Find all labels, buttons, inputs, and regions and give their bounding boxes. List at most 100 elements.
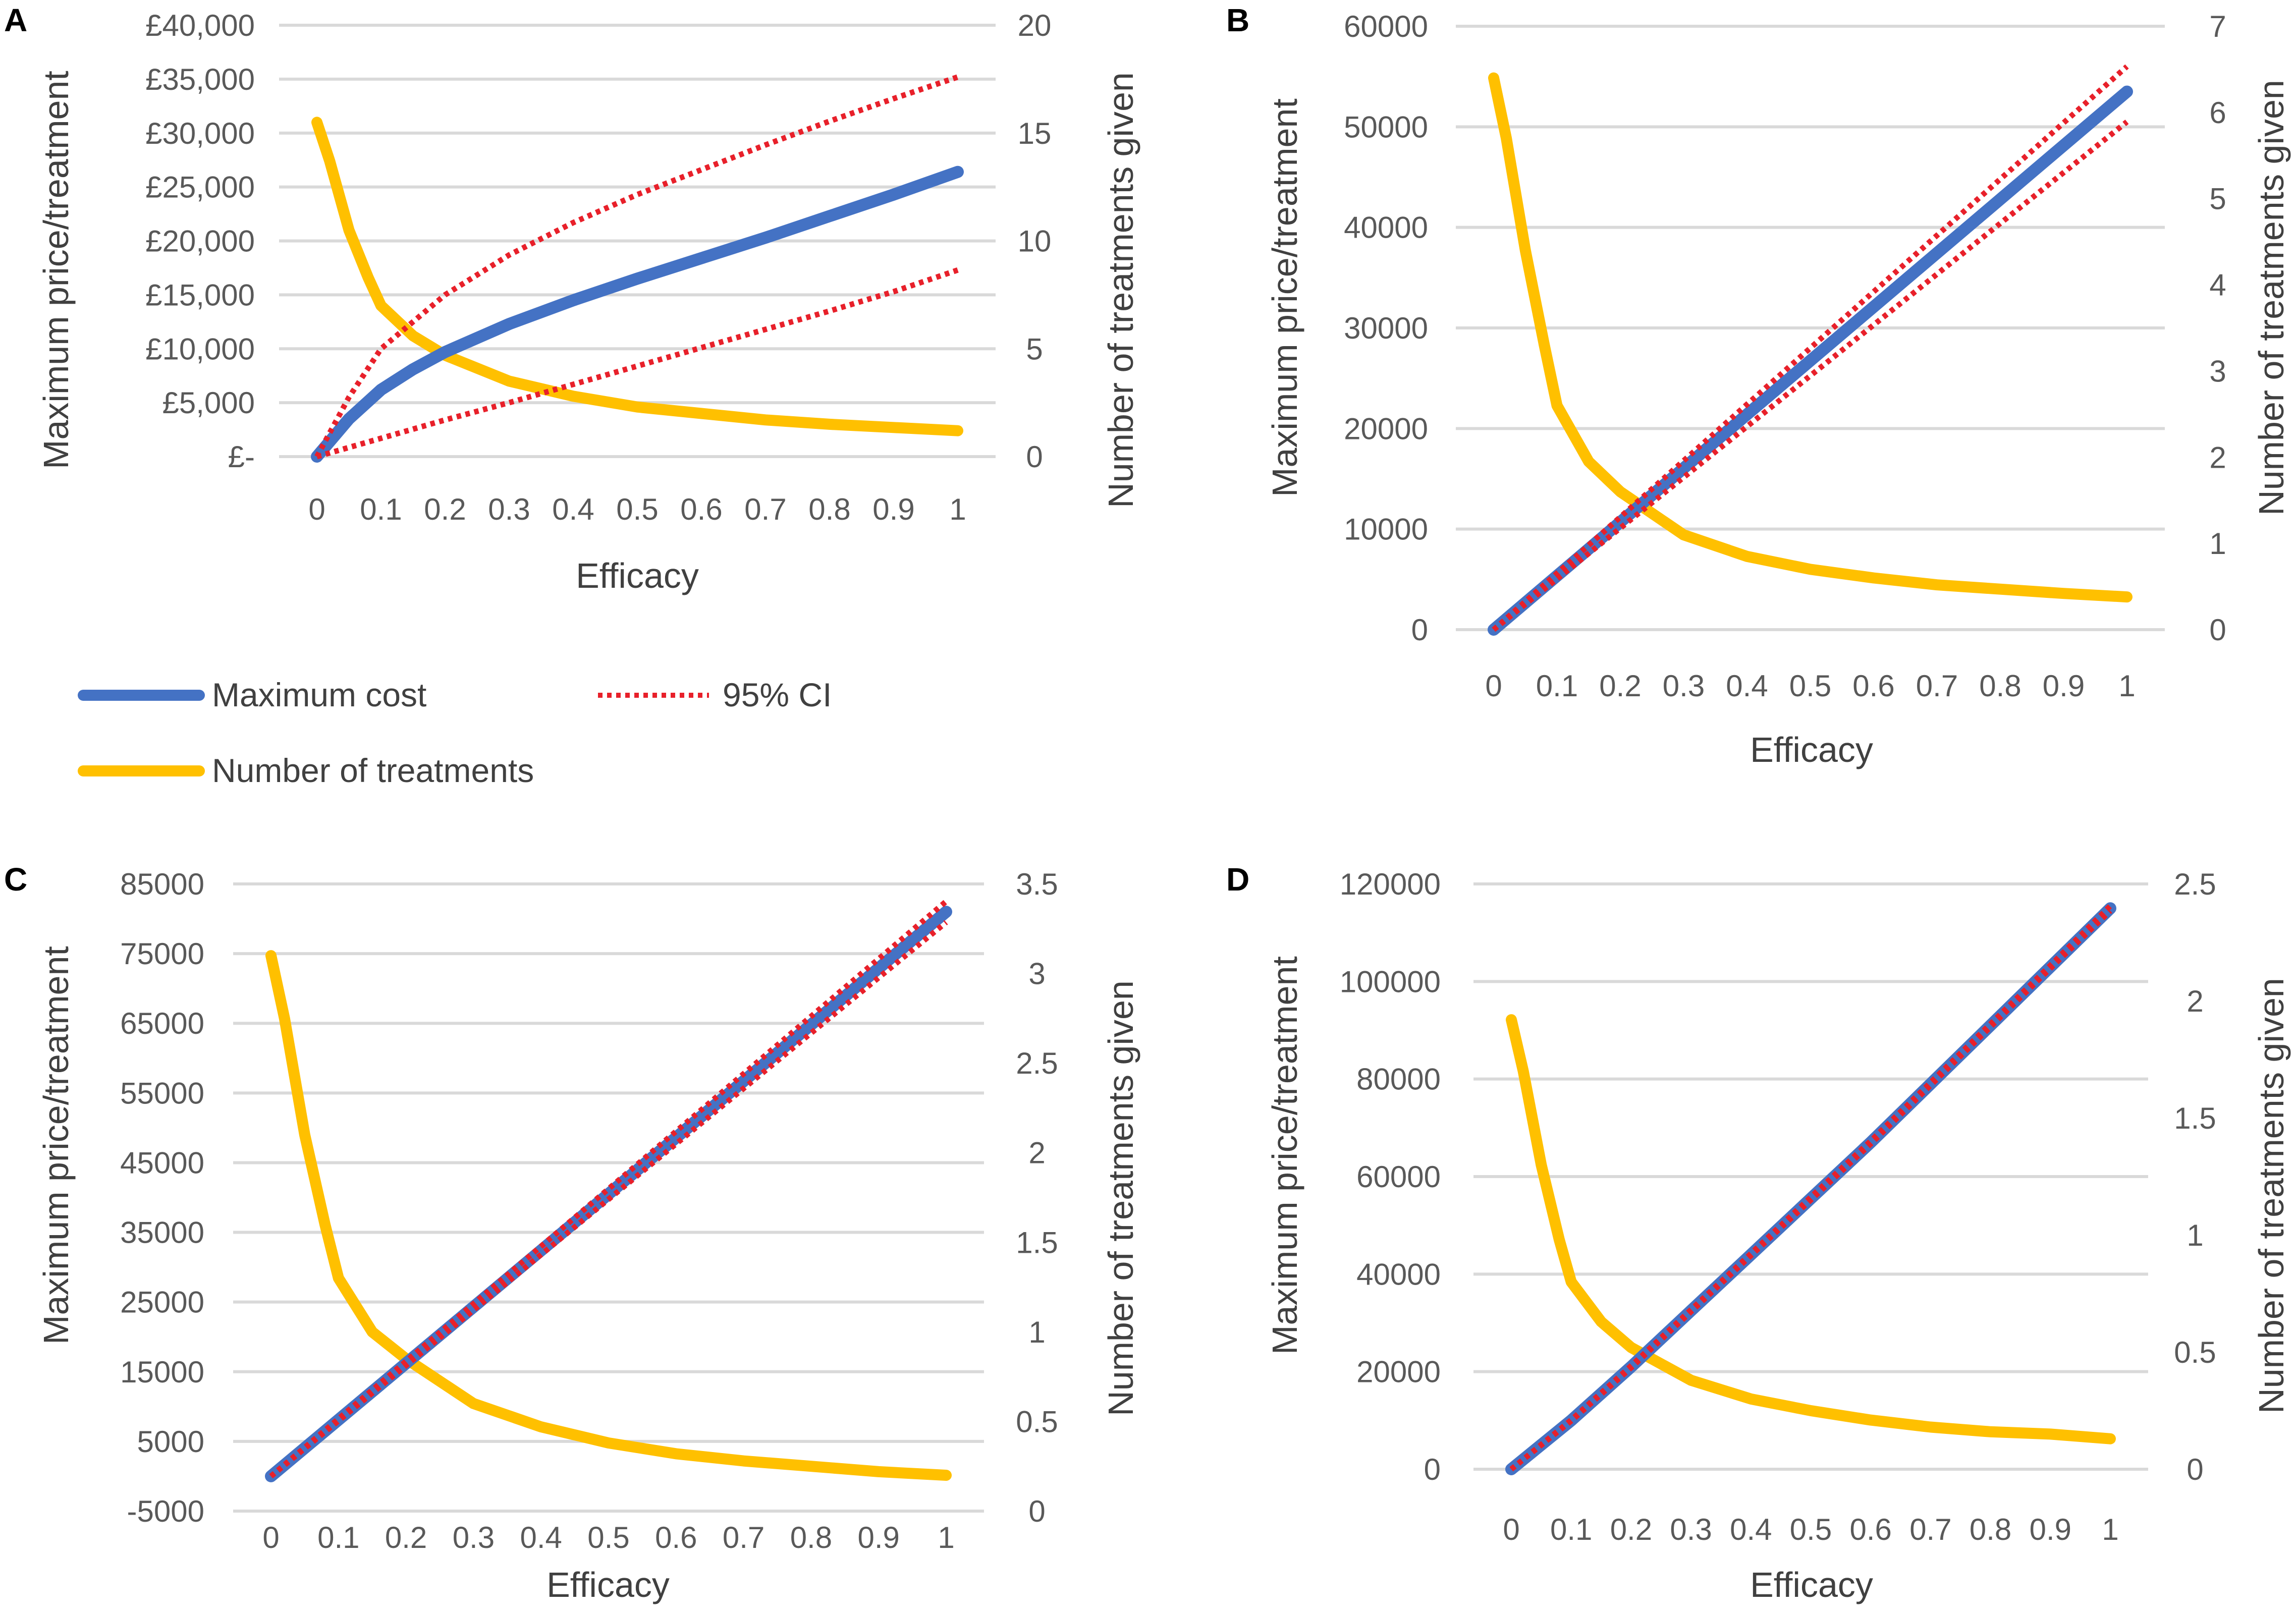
panel-a-x-tick-label: 0.5	[616, 492, 658, 526]
panel-a-series-treatments-line	[311, 117, 963, 436]
panel-d-right-tick-label: 2	[2186, 984, 2203, 1018]
panel-d-right-tick-label: 1.5	[2174, 1101, 2216, 1135]
panel-a-letter: A	[4, 2, 27, 38]
panel-a-left-tick-label: £40,000	[145, 9, 255, 42]
panel-a-left-tick-label: £30,000	[145, 117, 255, 150]
panel-d-y-axis-title: Maximum price/treatment	[1265, 956, 1304, 1355]
panel-c-letter: C	[4, 861, 27, 898]
panel-c-left-ticks: -5000 5000 15000 25000 35000 45000 55000 65000 7…	[120, 867, 204, 1528]
legend-label-ci: 95% CI	[723, 676, 832, 713]
panel-d-x-tick-label: 0.2	[1610, 1513, 1652, 1546]
panel-c-x-tick-label: 0.7	[723, 1521, 764, 1554]
panel-a-left-tick-label: £20,000	[145, 225, 255, 258]
panel-c-x-tick-label: 0.1	[317, 1521, 359, 1554]
panel-c-x-tick-label: 0.9	[857, 1521, 899, 1554]
panel-c-x-tick-label: 0.5	[587, 1521, 629, 1554]
panel-b-x-tick-label: 0.6	[1852, 669, 1894, 703]
panel-d-x-tick-label: 0.3	[1670, 1513, 1712, 1546]
panel-a-right-tick-label: 5	[1026, 332, 1043, 366]
panel-a-x-tick-label: 0.7	[744, 492, 786, 526]
panel-a-x-tick-label: 0.9	[872, 492, 914, 526]
panel-b-right-tick-label: 0	[2209, 613, 2226, 647]
panel-a-x-ticks: 0 0.1 0.2 0.3 0.4 0.5 0.6 0.7 0.8 0.9 1	[308, 492, 966, 526]
panel-b-gridlines	[1456, 25, 2165, 631]
panel-c-chart: C -5000 5000 15000 25000 35000 45000 55000 6500…	[4, 861, 1140, 1604]
panel-b-x-ticks: 0 0.1 0.2 0.3 0.4 0.5 0.6 0.7 0.8 0.9 1	[1485, 669, 2135, 703]
panel-a-x-tick-label: 0.6	[680, 492, 722, 526]
panel-c-x-axis-title: Efficacy	[546, 1565, 670, 1604]
panel-a-left-tick-label: £25,000	[145, 171, 255, 204]
panel-d-right-tick-label: 2.5	[2174, 867, 2216, 901]
panel-b-x-axis-title: Efficacy	[1750, 730, 1873, 769]
panel-d-left-tick-label: 100000	[1340, 965, 1441, 998]
panel-d-series-ci-lower-line	[1509, 909, 2112, 1472]
panel-a-x-tick-label: 0.3	[488, 492, 530, 526]
panel-d-right-tick-label: 1	[2186, 1218, 2203, 1252]
panel-c-right-tick-label: 2.5	[1016, 1046, 1058, 1080]
panel-a-left-tick-label: £10,000	[145, 332, 255, 366]
panel-d-right-tick-label: 0	[2186, 1453, 2203, 1486]
panel-c-right-tick-label: 0	[1028, 1494, 1045, 1528]
panel-b-left-tick-label: 60000	[1344, 10, 1428, 43]
panel-d-right-tick-label: 0.5	[2174, 1336, 2216, 1369]
panel-b-series-max-cost-line	[1488, 85, 2133, 636]
panel-d-x-tick-label: 0.6	[1849, 1513, 1891, 1546]
panel-c-left-tick-label: 85000	[120, 867, 204, 901]
panel-c-left-tick-label: 45000	[120, 1146, 204, 1180]
panel-b-y2-axis-title: Number of treatments given	[2252, 80, 2291, 516]
panel-b-right-tick-label: 1	[2209, 527, 2226, 561]
panel-c-left-tick-label: 55000	[120, 1076, 204, 1110]
panel-c-left-tick-label: -5000	[127, 1494, 204, 1528]
panel-d-x-tick-label: 1	[2102, 1513, 2118, 1546]
panel-c-x-tick-label: 0.2	[385, 1521, 427, 1554]
panel-a-x-tick-label: 0.4	[552, 492, 594, 526]
panel-d-left-tick-label: 0	[1424, 1453, 1441, 1486]
panel-b-left-tick-label: 20000	[1344, 412, 1428, 446]
panel-a-left-tick-label: £35,000	[145, 63, 255, 96]
panel-c-x-ticks: 0 0.1 0.2 0.3 0.4 0.5 0.6 0.7 0.8 0.9 1	[262, 1521, 954, 1554]
panel-c-y2-axis-title: Number of treatments given	[1101, 980, 1140, 1416]
panel-c-left-tick-label: 15000	[120, 1355, 204, 1389]
panel-b-x-tick-label: 0	[1485, 669, 1502, 703]
panel-b-right-ticks: 0 1 2 3 4 5 6 7	[2209, 10, 2226, 647]
panel-b-right-tick-label: 5	[2209, 182, 2226, 216]
panel-b-x-tick-label: 0.5	[1789, 669, 1831, 703]
panel-b-left-ticks: 0 10000 20000 30000 40000 50000 60000	[1344, 10, 1428, 647]
panel-d-chart: D 0 20000 40000 60000 80000 100000 120000 0 0.5…	[1226, 861, 2291, 1604]
panel-d-y2-axis-title: Number of treatments given	[2252, 978, 2291, 1414]
panel-c-x-tick-label: 1	[938, 1521, 954, 1554]
panel-b-x-tick-label: 0.3	[1663, 669, 1705, 703]
panel-b-left-tick-label: 30000	[1344, 311, 1428, 345]
panel-d-x-tick-label: 0.5	[1790, 1513, 1832, 1546]
panel-a-left-tick-label: £5,000	[162, 386, 255, 420]
panel-b-x-tick-label: 0.4	[1726, 669, 1768, 703]
panel-b-chart: B 0 10000 20000 30000 40000 50000 60000 0 1 2 3 4 5…	[1226, 2, 2291, 769]
panel-d-x-tick-label: 0.4	[1730, 1513, 1772, 1546]
panel-a-x-axis-title: Efficacy	[576, 556, 699, 595]
panel-b-y-axis-title: Maximum price/treatment	[1265, 98, 1304, 497]
panel-a-x-tick-label: 1	[949, 492, 966, 526]
panel-a-right-ticks: 0 5 10 15 20	[1018, 9, 1052, 474]
panel-c-x-tick-label: 0.4	[520, 1521, 562, 1554]
panel-d-x-tick-label: 0.9	[2030, 1513, 2071, 1546]
panel-b-letter: B	[1226, 2, 1249, 38]
panel-a-right-tick-label: 20	[1018, 9, 1052, 42]
panel-b-x-tick-label: 1	[2118, 669, 2135, 703]
panel-b-series	[1488, 64, 2133, 636]
panel-b-left-tick-label: 50000	[1344, 110, 1428, 144]
panel-b-right-tick-label: 7	[2209, 10, 2226, 43]
panel-c-right-tick-label: 3	[1028, 957, 1045, 991]
panel-a-right-tick-label: 15	[1018, 117, 1052, 150]
panel-c-left-tick-label: 35000	[120, 1216, 204, 1250]
panel-d-left-ticks: 0 20000 40000 60000 80000 100000 120000	[1340, 867, 1441, 1486]
panel-b-right-tick-label: 4	[2209, 268, 2226, 302]
panel-c-right-tick-label: 1.5	[1016, 1226, 1058, 1259]
panel-d-left-tick-label: 120000	[1340, 867, 1441, 901]
panel-c-left-tick-label: 75000	[120, 937, 204, 971]
panel-b-x-tick-label: 0.1	[1536, 669, 1578, 703]
panel-a-chart: A £- £5,000 £10,000 £15,000 £20,000 £25,000 £3…	[4, 2, 1140, 595]
panel-d-x-tick-label: 0.1	[1550, 1513, 1592, 1546]
panel-d-series-treatments-line	[1506, 1014, 2116, 1444]
panel-d-x-axis-title: Efficacy	[1750, 1565, 1873, 1604]
